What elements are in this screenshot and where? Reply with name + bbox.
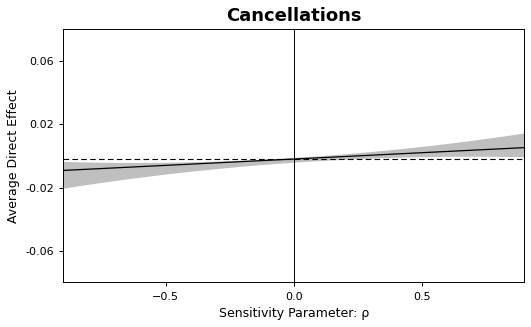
X-axis label: Sensitivity Parameter: ρ: Sensitivity Parameter: ρ [219, 307, 369, 320]
Y-axis label: Average Direct Effect: Average Direct Effect [7, 89, 20, 223]
Title: Cancellations: Cancellations [226, 7, 362, 25]
